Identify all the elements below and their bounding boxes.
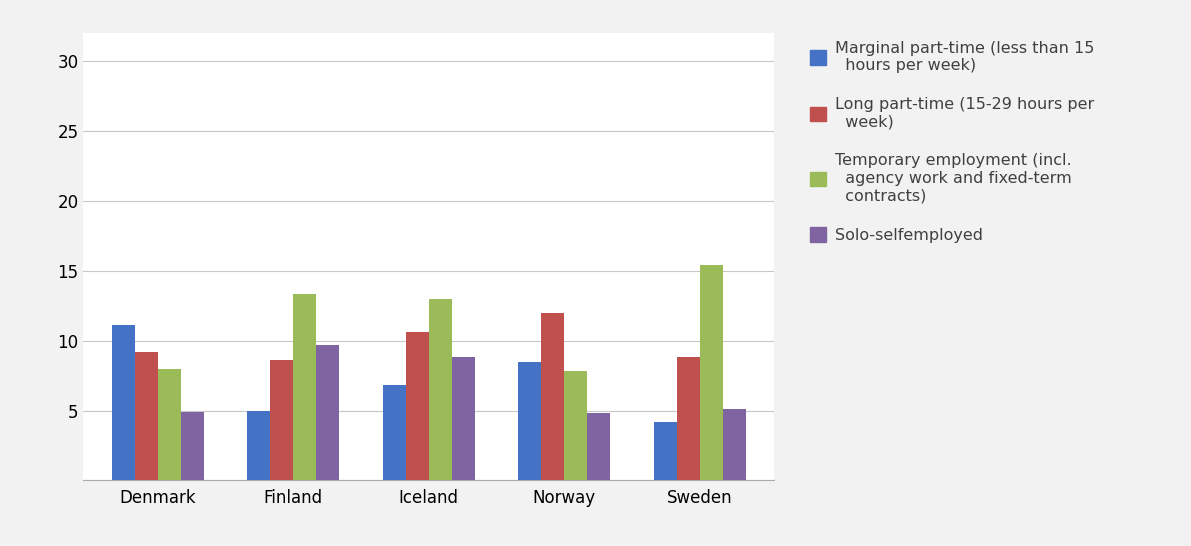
Bar [541,312,565,480]
Bar [181,412,204,480]
Bar [451,357,475,480]
Bar [654,422,676,480]
Bar [723,409,746,480]
Legend: Marginal part-time (less than 15
  hours per week), Long part-time (15-29 hours : Marginal part-time (less than 15 hours p… [810,41,1095,243]
Bar [270,360,293,480]
Bar [158,369,181,480]
Bar [565,371,587,480]
Bar [518,361,541,480]
Bar [406,332,429,480]
Bar [382,385,406,480]
Bar [112,325,135,480]
Bar [248,411,270,480]
Bar [587,413,610,480]
Bar [293,294,317,480]
Bar [429,299,451,480]
Bar [317,345,339,480]
Bar [699,265,723,480]
Bar [135,352,158,480]
Bar [676,357,699,480]
